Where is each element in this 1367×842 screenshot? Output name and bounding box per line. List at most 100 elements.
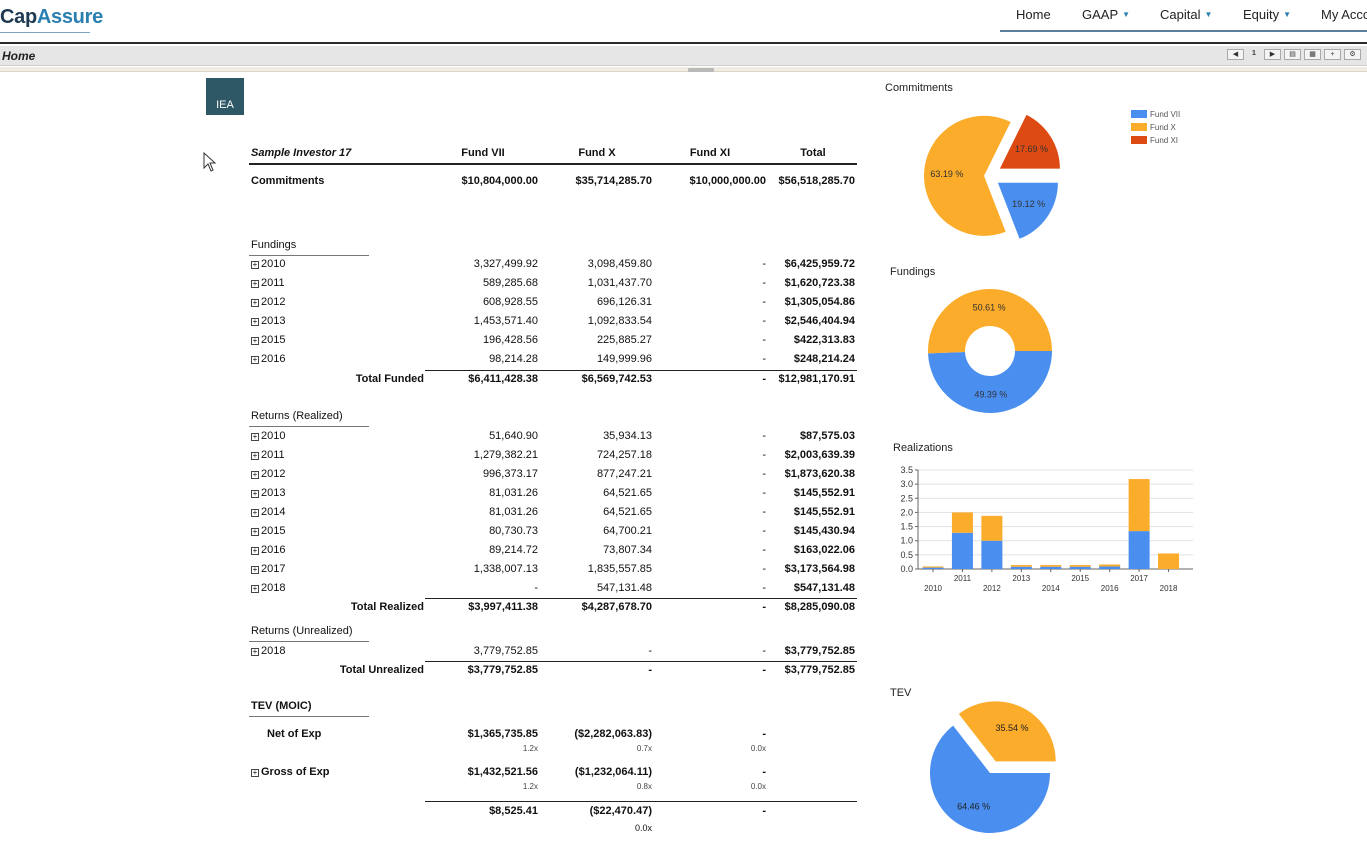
nav-item-label: Capital xyxy=(1160,7,1201,22)
legend-swatch xyxy=(1131,136,1147,144)
splitter-handle[interactable] xyxy=(688,68,714,72)
expand-plus-icon[interactable]: + xyxy=(251,451,259,460)
prev-page-button[interactable]: ◀ xyxy=(1227,49,1244,60)
fund-vii-value: 1,279,382.21 xyxy=(473,449,538,461)
app-logo[interactable]: CapAssure xyxy=(0,6,103,29)
expand-plus-icon[interactable]: + xyxy=(251,508,259,517)
table-row[interactable]: +2012 996,373.17 877,247.21 - $1,873,620.38 xyxy=(249,468,857,487)
bar-2014-fund-x[interactable] xyxy=(1040,565,1062,567)
table-row[interactable]: +2017 1,338,007.13 1,835,557.85 - $3,173,564… xyxy=(249,563,857,582)
table-row[interactable]: +2018 3,779,752.85 - - $3,779,752.85 xyxy=(249,645,857,664)
fund-vii-value: 51,640.90 xyxy=(489,430,538,442)
add-button[interactable]: + xyxy=(1324,49,1341,60)
nav-item-equity[interactable]: Equity ▼ xyxy=(1243,0,1321,30)
bar-2010-fund-vii[interactable] xyxy=(922,567,944,569)
bar-2010-fund-x[interactable] xyxy=(922,566,944,568)
x-tick-label: 2015 xyxy=(1071,574,1089,583)
pie-slice-fund-xi[interactable] xyxy=(999,114,1060,169)
bar-2011-fund-x[interactable] xyxy=(951,512,973,533)
pie-slice-label: 17.69 % xyxy=(1015,144,1048,154)
table-row[interactable]: +2014 81,031.26 64,521.65 - $145,552.91 xyxy=(249,506,857,525)
nav-item-my-acco[interactable]: My Acco xyxy=(1321,0,1367,30)
iea-badge[interactable]: IEA xyxy=(206,78,244,115)
pie-slice-fund-x[interactable] xyxy=(928,289,1052,354)
table-row[interactable]: +2011 589,285.68 1,031,437.70 - $1,620,723.3… xyxy=(249,277,857,296)
total-value: $1,873,620.38 xyxy=(784,468,855,480)
table-row[interactable]: +2012 608,928.55 696,126.31 - $1,305,054.86 xyxy=(249,296,857,315)
nav-item-label: My Acco xyxy=(1321,7,1367,22)
table-row[interactable]: +2010 3,327,499.92 3,098,459.80 - $6,425,959… xyxy=(249,258,857,277)
expand-plus-icon[interactable]: + xyxy=(251,546,259,555)
expand-plus-icon[interactable]: + xyxy=(251,279,259,288)
fund-x-value: 64,521.65 xyxy=(603,487,652,499)
year-text: 2015 xyxy=(261,334,286,346)
bar-2017-fund-x[interactable] xyxy=(1128,479,1150,532)
table-row[interactable]: +2015 80,730.73 64,700.21 - $145,430.94 xyxy=(249,525,857,544)
year-text: 2014 xyxy=(261,506,286,518)
table-row[interactable]: +2010 51,640.90 35,934.13 - $87,575.03 xyxy=(249,430,857,449)
next-page-button[interactable]: ▶ xyxy=(1264,49,1281,60)
expand-plus-icon[interactable]: + xyxy=(251,260,259,269)
nav-item-gaap[interactable]: GAAP ▼ xyxy=(1082,0,1160,30)
tev-gross-row[interactable]: + Gross of Exp $1,432,521.56 ($1,232,064.11… xyxy=(249,766,857,785)
fundings-section-underline xyxy=(249,255,369,256)
table-row[interactable]: +2016 89,214.72 73,807.34 - $163,022.06 xyxy=(249,544,857,563)
table-row[interactable]: +2016 98,214.28 149,999.96 - $248,214.24 xyxy=(249,353,857,372)
fund-xi-total: - xyxy=(762,601,766,613)
nav-item-capital[interactable]: Capital ▼ xyxy=(1160,0,1243,30)
bar-2014-fund-vii[interactable] xyxy=(1040,566,1062,569)
pie-slice-fund-vii[interactable] xyxy=(930,725,1050,833)
table-row[interactable]: +2013 1,453,571.40 1,092,833.54 - $2,546,404… xyxy=(249,315,857,334)
expand-plus-icon[interactable]: + xyxy=(251,317,259,326)
table-header-row: Sample Investor 17 Fund VII Fund X Fund XI T… xyxy=(249,147,857,166)
expand-plus-icon[interactable]: + xyxy=(251,298,259,307)
x-tick-label: 2011 xyxy=(954,574,972,583)
print-button[interactable]: ▤ xyxy=(1284,49,1301,60)
expand-plus-icon[interactable]: + xyxy=(251,565,259,574)
table-row[interactable]: +2018 - 547,131.48 - $547,131.48 xyxy=(249,582,857,601)
expand-plus-icon[interactable]: + xyxy=(251,647,259,656)
fundings-donut-chart: 49.39 % 50.61 % xyxy=(928,289,1052,414)
save-button[interactable]: ▦ xyxy=(1304,49,1321,60)
total-value: $2,546,404.94 xyxy=(784,315,855,327)
expand-plus-icon[interactable]: + xyxy=(251,584,259,593)
bar-2018-fund-x[interactable] xyxy=(1158,553,1180,569)
fund-xi-total: - xyxy=(762,664,766,676)
total-value: $3,779,752.85 xyxy=(784,645,855,657)
expand-plus-icon[interactable]: + xyxy=(251,470,259,479)
pie-slice-fund-vii[interactable] xyxy=(928,351,1052,414)
bar-2015-fund-vii[interactable] xyxy=(1069,566,1091,569)
bar-2011-fund-vii[interactable] xyxy=(951,532,973,569)
table-row[interactable]: +2015 196,428.56 225,885.27 - $422,313.83 xyxy=(249,334,857,353)
pie-slice-fund-x[interactable] xyxy=(958,701,1056,762)
bar-2013-fund-x[interactable] xyxy=(1010,565,1032,567)
table-row[interactable]: +2011 1,279,382.21 724,257.18 - $2,003,639.3… xyxy=(249,449,857,468)
pie-slice-fund-vii[interactable] xyxy=(997,182,1058,239)
fund-vii-total: $3,997,411.38 xyxy=(468,601,538,613)
pie-slice-fund-x[interactable] xyxy=(924,115,1011,236)
bar-2016-fund-x[interactable] xyxy=(1099,564,1121,567)
nav-item-home[interactable]: Home xyxy=(1000,0,1082,30)
settings-button[interactable]: ⚙ xyxy=(1344,49,1361,60)
bar-2012-fund-vii[interactable] xyxy=(981,540,1003,569)
fund-vii-diff: $8,525.41 xyxy=(489,805,538,817)
fund-vii-value: $10,804,000.00 xyxy=(461,175,538,187)
bar-2013-fund-vii[interactable] xyxy=(1010,566,1032,569)
bar-2017-fund-vii[interactable] xyxy=(1128,531,1150,569)
splitter xyxy=(0,67,1367,72)
realized-total-line xyxy=(425,598,857,599)
expand-plus-icon[interactable]: + xyxy=(251,768,259,777)
table-row[interactable]: +2013 81,031.26 64,521.65 - $145,552.91 xyxy=(249,487,857,506)
fund-x-total: $6,569,742.53 xyxy=(581,373,652,385)
fund-x-total: $4,287,678.70 xyxy=(581,601,652,613)
bar-2016-fund-vii[interactable] xyxy=(1099,566,1121,569)
row-year-label: +2015 xyxy=(251,334,285,346)
expand-plus-icon[interactable]: + xyxy=(251,489,259,498)
expand-plus-icon[interactable]: + xyxy=(251,336,259,345)
bar-2012-fund-x[interactable] xyxy=(981,515,1003,541)
expand-plus-icon[interactable]: + xyxy=(251,527,259,536)
bar-2015-fund-x[interactable] xyxy=(1069,565,1091,567)
fund-x-value: 73,807.34 xyxy=(603,544,652,556)
expand-plus-icon[interactable]: + xyxy=(251,432,259,441)
expand-plus-icon[interactable]: + xyxy=(251,355,259,364)
